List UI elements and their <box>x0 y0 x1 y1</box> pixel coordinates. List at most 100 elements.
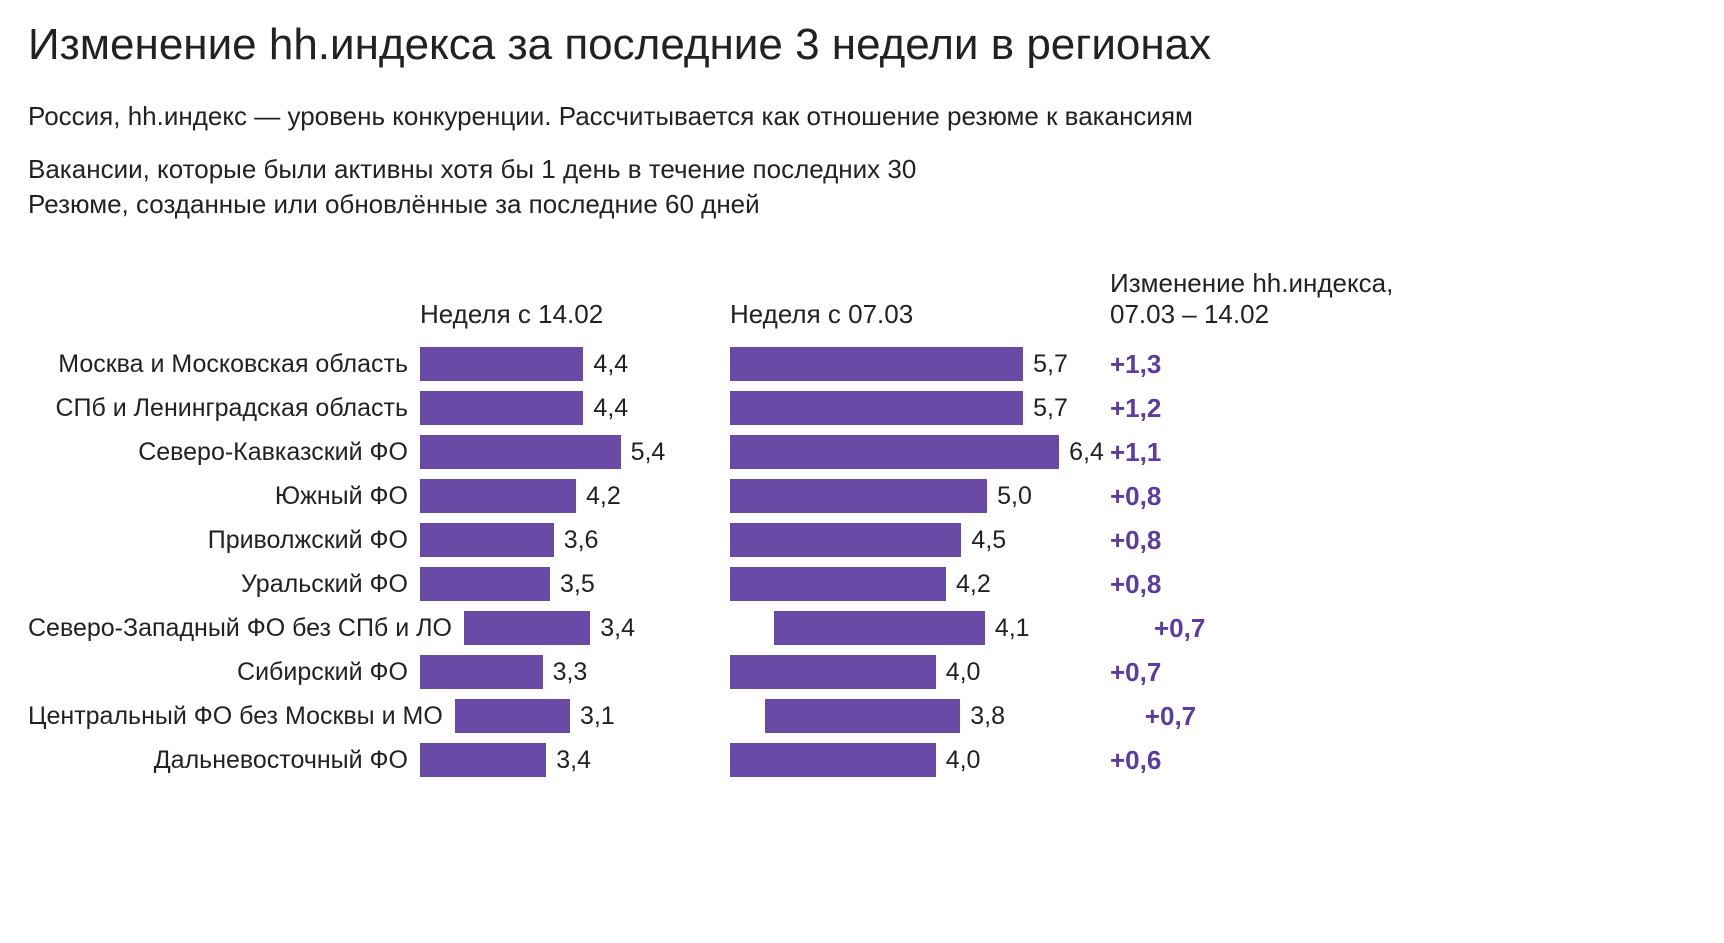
diff-value: +1,3 <box>1110 349 1310 380</box>
subtitle: Россия, hh.индекс — уровень конкуренции.… <box>28 100 1696 134</box>
bar-week1 <box>464 611 590 645</box>
bar-value-week2: 5,0 <box>997 482 1032 511</box>
bar-value-week2: 3,8 <box>970 702 1005 731</box>
bar-value-week1: 5,4 <box>631 438 666 467</box>
bar-value-week1: 3,4 <box>600 614 635 643</box>
bar-value-week2: 6,4 <box>1069 438 1104 467</box>
bar-cell-week2: 4,1 <box>774 611 1194 645</box>
bar-week1 <box>420 743 546 777</box>
bar-cell-week1: 3,4 <box>464 611 774 645</box>
diff-value: +0,7 <box>1145 701 1345 732</box>
header-diff-line1: Изменение hh.индекса, <box>1110 268 1393 298</box>
bar-cell-week2: 4,0 <box>730 655 1150 689</box>
bar-value-week1: 3,6 <box>564 526 599 555</box>
chart-row: Южный ФО 4,2 5,0 +0,8 <box>28 474 1696 518</box>
bar-week2 <box>730 523 961 557</box>
diff-value: +0,8 <box>1110 525 1310 556</box>
diff-value: +0,7 <box>1110 657 1310 688</box>
bar-week1 <box>455 699 570 733</box>
row-label: Центральный ФО без Москвы и МО <box>28 702 455 731</box>
chart-row: Приволжский ФО 3,6 4,5 +0,8 <box>28 518 1696 562</box>
bar-value-week1: 3,3 <box>553 658 588 687</box>
bar-cell-week1: 4,4 <box>420 391 730 425</box>
diff-value: +0,7 <box>1154 613 1354 644</box>
bar-cell-week1: 3,4 <box>420 743 730 777</box>
bar-week1 <box>420 347 583 381</box>
diff-value: +1,2 <box>1110 393 1310 424</box>
diff-value: +0,6 <box>1110 745 1310 776</box>
bar-week1 <box>420 391 583 425</box>
bar-week1 <box>420 655 543 689</box>
bar-cell-week1: 4,4 <box>420 347 730 381</box>
bar-week2 <box>730 479 987 513</box>
chart-headers: Неделя с 14.02 Неделя с 07.03 Изменение … <box>28 268 1696 330</box>
chart-row: Северо-Западный ФО без СПб и ЛО 3,4 4,1 +0,… <box>28 606 1696 650</box>
bar-cell-week1: 3,3 <box>420 655 730 689</box>
bar-week2 <box>730 435 1059 469</box>
bar-value-week1: 3,1 <box>580 702 615 731</box>
bar-value-week2: 4,2 <box>956 570 991 599</box>
bar-week1 <box>420 567 550 601</box>
row-label: Москва и Московская область <box>28 350 420 379</box>
chart-row: СПб и Ленинградская область 4,4 5,7+1,2 <box>28 386 1696 430</box>
row-label: Южный ФО <box>28 482 420 511</box>
bar-week1 <box>420 523 554 557</box>
note-line-1: Вакансии, которые были активны хотя бы 1… <box>28 154 916 184</box>
row-label: Уральский ФО <box>28 570 420 599</box>
bar-cell-week2: 5,0 <box>730 479 1150 513</box>
diff-value: +1,1 <box>1110 437 1310 468</box>
chart-row: Москва и Московская область 4,4 5,7 +1,3 <box>28 342 1696 386</box>
bar-cell-week2: 6,4 <box>730 435 1150 469</box>
chart-row: Северо-Кавказский ФО 5,4 6,4+1,1 <box>28 430 1696 474</box>
bar-value-week2: 4,0 <box>946 746 981 775</box>
diff-value: +0,8 <box>1110 481 1310 512</box>
chart-row: Сибирский ФО 3,3 4,0 +0,7 <box>28 650 1696 694</box>
bar-cell-week1: 3,5 <box>420 567 730 601</box>
bar-value-week2: 4,1 <box>995 614 1030 643</box>
bar-cell-week2: 4,5 <box>730 523 1150 557</box>
bar-week2 <box>730 567 946 601</box>
bar-cell-week2: 4,2 <box>730 567 1150 601</box>
chart-row: Уральский ФО 3,5 4,2 +0,8 <box>28 562 1696 606</box>
header-diff-line2: 07.03 – 14.02 <box>1110 299 1269 329</box>
bar-week1 <box>420 479 576 513</box>
bar-value-week1: 3,5 <box>560 570 595 599</box>
bar-value-week2: 5,7 <box>1033 350 1068 379</box>
bar-cell-week1: 3,1 <box>455 699 765 733</box>
bar-week2 <box>774 611 985 645</box>
bar-cell-week2: 3,8 <box>765 699 1185 733</box>
bar-value-week1: 4,4 <box>593 394 628 423</box>
bar-cell-week2: 5,7 <box>730 347 1150 381</box>
bar-cell-week1: 4,2 <box>420 479 730 513</box>
row-label: Сибирский ФО <box>28 658 420 687</box>
header-week1: Неделя с 14.02 <box>420 299 730 330</box>
bar-value-week1: 4,4 <box>593 350 628 379</box>
chart-rows: Москва и Московская область 4,4 5,7 +1,3 СПб… <box>28 342 1696 782</box>
header-week2: Неделя с 07.03 <box>730 299 1150 330</box>
row-label: СПб и Ленинградская область <box>28 394 420 423</box>
bar-cell-week1: 5,4 <box>420 435 730 469</box>
bar-value-week2: 4,5 <box>971 526 1006 555</box>
chart-row: Центральный ФО без Москвы и МО 3,1 3,8 +0,7 <box>28 694 1696 738</box>
bar-week2 <box>730 347 1023 381</box>
bar-week1 <box>420 435 621 469</box>
notes: Вакансии, которые были активны хотя бы 1… <box>28 152 1696 222</box>
note-line-2: Резюме, созданные или обновлённые за пос… <box>28 189 760 219</box>
diff-value: +0,8 <box>1110 569 1310 600</box>
row-label: Северо-Западный ФО без СПб и ЛО <box>28 614 464 643</box>
row-label: Приволжский ФО <box>28 526 420 555</box>
bar-cell-week2: 4,0 <box>730 743 1150 777</box>
bar-cell-week1: 3,6 <box>420 523 730 557</box>
bar-week2 <box>730 743 936 777</box>
bar-value-week1: 3,4 <box>556 746 591 775</box>
bar-value-week2: 4,0 <box>946 658 981 687</box>
chart-row: Дальневосточный ФО 3,4 4,0 +0,6 <box>28 738 1696 782</box>
bar-week2 <box>730 391 1023 425</box>
bar-week2 <box>765 699 960 733</box>
bar-cell-week2: 5,7 <box>730 391 1150 425</box>
header-diff: Изменение hh.индекса, 07.03 – 14.02 <box>1110 268 1450 330</box>
row-label: Дальневосточный ФО <box>28 746 420 775</box>
bar-value-week1: 4,2 <box>586 482 621 511</box>
row-label: Северо-Кавказский ФО <box>28 438 420 467</box>
bar-week2 <box>730 655 936 689</box>
